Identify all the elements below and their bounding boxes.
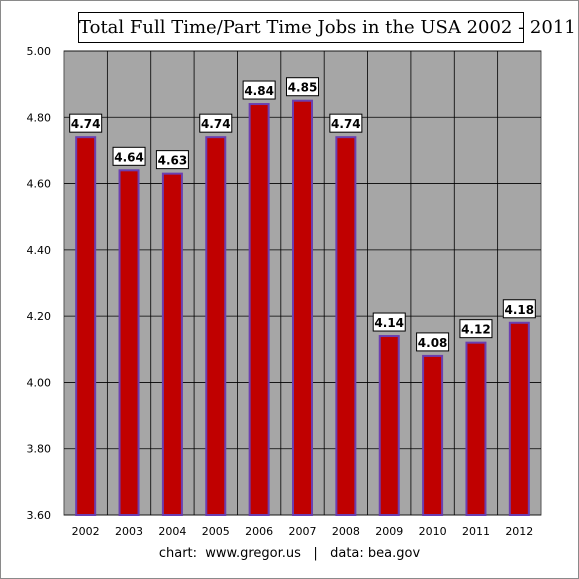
x-tick-label: 2003 bbox=[115, 525, 143, 538]
data-label-box bbox=[329, 113, 363, 133]
bar bbox=[205, 136, 227, 517]
x-tick-label: 2010 bbox=[419, 525, 447, 538]
data-label: 4.63 bbox=[158, 154, 188, 168]
x-tick-label: 2004 bbox=[158, 525, 186, 538]
data-label: 4.64 bbox=[114, 150, 144, 164]
bar bbox=[335, 136, 357, 517]
data-label-box bbox=[286, 77, 319, 97]
y-tick-label: 4.80 bbox=[27, 111, 52, 124]
x-tick-label: 2007 bbox=[289, 525, 317, 538]
bar bbox=[75, 136, 97, 517]
data-label-box bbox=[199, 113, 233, 133]
x-tick-label: 2002 bbox=[72, 525, 100, 538]
bar bbox=[292, 99, 313, 516]
data-label-box bbox=[69, 113, 103, 133]
data-label-box bbox=[372, 312, 406, 332]
bars bbox=[75, 99, 530, 517]
bar bbox=[118, 169, 140, 516]
data-label: 4.85 bbox=[288, 81, 318, 95]
y-tick-label: 3.80 bbox=[27, 443, 52, 456]
y-tick-label: 5.00 bbox=[27, 45, 52, 58]
bar bbox=[378, 335, 400, 516]
data-label: 4.14 bbox=[374, 316, 404, 330]
data-label: 4.18 bbox=[505, 303, 535, 317]
bar bbox=[248, 103, 270, 517]
x-axis-ticks: 2002 2003 2004 2005 2006 2007 2008 2009 2010 2011… bbox=[72, 525, 534, 538]
data-label: 4.74 bbox=[201, 117, 231, 131]
x-tick-label: 2008 bbox=[332, 525, 360, 538]
data-labels: 4.74 4.64 4.63 4.74 4.84 4.85 4.74 4.14 4.08 4.12… bbox=[69, 77, 536, 352]
data-label: 4.84 bbox=[244, 84, 274, 98]
y-tick-label: 4.20 bbox=[27, 310, 52, 323]
bar bbox=[422, 354, 444, 516]
y-tick-label: 3.60 bbox=[27, 509, 52, 522]
data-label-box bbox=[112, 146, 146, 166]
x-tick-label: 2009 bbox=[375, 525, 403, 538]
data-label: 4.74 bbox=[71, 117, 101, 131]
chart-source-footer: chart: www.gregor.us | data: bea.gov bbox=[158, 546, 421, 561]
x-tick-label: 2005 bbox=[202, 525, 230, 538]
data-label: 4.12 bbox=[461, 323, 491, 337]
bar bbox=[508, 321, 530, 516]
x-tick-label: 2012 bbox=[505, 525, 533, 538]
data-label-box bbox=[459, 319, 493, 339]
y-tick-label: 4.60 bbox=[27, 178, 52, 191]
gridlines bbox=[64, 50, 541, 516]
data-label-box bbox=[502, 299, 536, 319]
data-label-box bbox=[242, 80, 276, 100]
data-label-box bbox=[416, 332, 450, 352]
y-tick-label: 4.40 bbox=[27, 244, 52, 257]
y-tick-label: 4.00 bbox=[27, 376, 52, 389]
data-label: 4.74 bbox=[331, 117, 361, 131]
chart-title: Total Full Time/Part Time Jobs in the US… bbox=[78, 12, 576, 43]
x-tick-label: 2006 bbox=[245, 525, 273, 538]
x-tick-label: 2011 bbox=[462, 525, 490, 538]
y-axis-ticks: 3.60 3.80 4.00 4.20 4.40 4.60 4.80 5.00 bbox=[27, 45, 52, 522]
data-label: 4.08 bbox=[418, 336, 448, 350]
bar bbox=[465, 341, 487, 516]
data-label-box bbox=[155, 150, 189, 170]
bar bbox=[161, 172, 183, 516]
